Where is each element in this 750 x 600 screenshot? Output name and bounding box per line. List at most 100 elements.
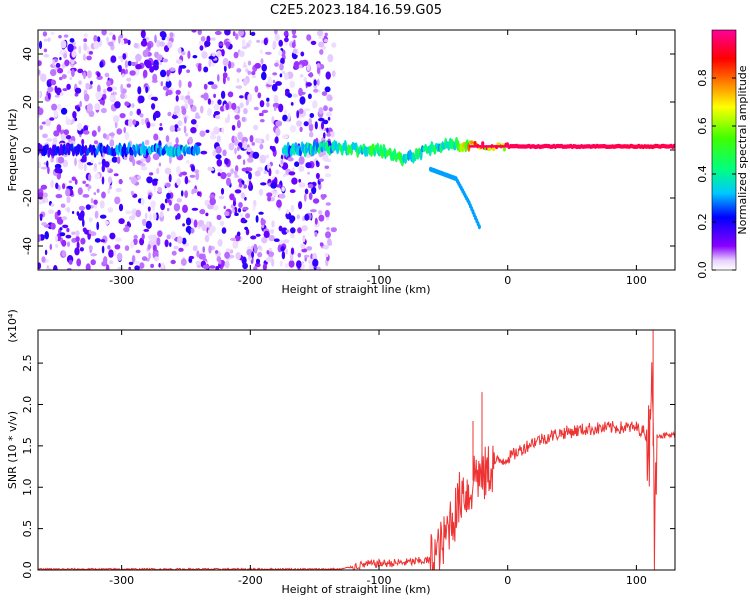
spectrogram-y-label: Frequency (Hz) xyxy=(6,109,19,192)
spectrogram-noise-cell xyxy=(107,245,111,250)
spectrogram-noise-cell xyxy=(294,161,300,167)
spectrogram-noise-cell xyxy=(283,239,290,244)
spectrogram-noise-cell xyxy=(114,244,121,250)
spectrogram-noise-cell xyxy=(217,168,223,172)
spectrogram-noise-cell xyxy=(304,213,310,221)
spectrogram-noise-cell xyxy=(234,212,239,216)
spectrogram-noise-cell xyxy=(55,182,59,189)
spectrogram-noise-cell xyxy=(201,224,207,232)
spectrogram-noise-cell xyxy=(209,265,216,269)
spectrogram-noise-cell xyxy=(131,61,137,67)
spectrogram-carrier-cell xyxy=(197,145,201,155)
spectrogram-noise-cell xyxy=(178,67,182,75)
spectrogram-noise-cell xyxy=(180,190,184,197)
spectrogram-noise-cell xyxy=(220,90,226,99)
spectrogram-noise-cell xyxy=(221,127,225,134)
spectrogram-noise-cell xyxy=(316,266,321,270)
spectrogram-noise-cell xyxy=(38,90,41,98)
spectrogram-carrier-cell xyxy=(467,142,471,152)
spectrogram-noise-cell xyxy=(150,200,157,208)
spectrogram-noise-cell xyxy=(164,198,168,204)
spectrogram-noise-cell xyxy=(140,166,148,171)
spectrogram-noise-cell xyxy=(263,230,270,238)
spectrogram-noise-cell xyxy=(169,125,175,133)
spectrogram-noise-cell xyxy=(169,155,172,164)
spectrogram-noise-cell xyxy=(274,33,280,42)
spectrogram-noise-cell xyxy=(148,252,151,260)
spectrogram-noise-cell xyxy=(85,82,90,90)
spectrogram-noise-cell xyxy=(208,59,212,68)
spectrogram-noise-cell xyxy=(305,162,312,169)
figure-title: C2E5.2023.184.16.59.G05 xyxy=(270,3,442,18)
spectrogram-noise-cell xyxy=(263,170,268,175)
spectrogram-noise-cell xyxy=(104,220,110,225)
spectrogram-noise-cell xyxy=(316,30,324,37)
spectrogram-noise-cell xyxy=(311,186,317,195)
x-tick-label: -300 xyxy=(109,574,134,587)
spectrogram-noise-cell xyxy=(186,69,191,73)
spectrogram-noise-cell xyxy=(95,91,103,100)
spectrogram-noise-cell xyxy=(245,68,249,73)
snr-x-axis: -300 -200 -100 0 100 xyxy=(109,330,647,587)
x-tick-label: 0 xyxy=(504,274,511,287)
spectrogram-noise-cell xyxy=(88,173,92,182)
spectrogram-noise-cell xyxy=(176,178,181,186)
spectrogram-noise-cell xyxy=(127,39,131,46)
colorbar-ticks: 0.0 0.2 0.4 0.6 0.8 xyxy=(696,69,736,279)
spectrogram-noise-cell xyxy=(108,41,114,47)
spectrogram-noise-cell xyxy=(281,186,285,192)
spectrogram-noise-cell xyxy=(261,109,269,114)
spectrogram-noise-cell xyxy=(38,40,43,50)
spectrogram-noise-cell xyxy=(258,211,264,215)
spectrogram-noise-cell xyxy=(321,121,324,130)
spectrogram-noise-cell xyxy=(307,183,314,189)
spectrogram-noise-cell xyxy=(265,133,270,142)
spectrogram-noise-cell xyxy=(184,116,187,124)
spectrogram-noise-cell xyxy=(114,101,121,109)
spectrogram-noise-cell xyxy=(259,112,263,117)
spectrogram-noise-cell xyxy=(41,222,47,226)
spectrogram-noise-cell xyxy=(199,45,204,51)
spectrogram-noise-cell xyxy=(82,180,87,184)
spectrogram-noise-cell xyxy=(318,210,323,215)
spectrogram-noise-cell xyxy=(49,243,52,250)
spectrogram-noise-cell xyxy=(38,69,41,75)
spectrogram-noise-cell xyxy=(313,88,319,93)
spectrogram-noise-cell xyxy=(93,203,98,209)
spectrogram-noise-cell xyxy=(180,258,187,266)
spectrogram-noise-cell xyxy=(48,92,51,100)
spectrogram-noise-cell xyxy=(258,138,262,144)
spectrogram-noise-cell xyxy=(46,267,51,270)
spectrogram-noise-cell xyxy=(57,103,62,111)
spectrogram-noise-cell xyxy=(137,86,142,95)
spectrogram-noise-cell xyxy=(243,140,248,150)
spectrogram-noise-cell xyxy=(101,164,106,173)
spectrogram-noise-cell xyxy=(88,110,95,118)
spectrogram-noise-cell xyxy=(267,196,272,202)
spectrogram-noise-cell xyxy=(271,145,276,152)
spectrogram-noise-cell xyxy=(237,146,240,152)
spectrogram-noise-cell xyxy=(218,195,225,200)
spectrogram-noise-cell xyxy=(74,157,77,167)
spectrogram-noise-cell xyxy=(196,250,200,258)
spectrogram-noise-cell xyxy=(181,171,187,176)
x-tick-label: -300 xyxy=(109,274,134,287)
spectrogram-noise-cell xyxy=(152,153,160,161)
spectrogram-noise-cell xyxy=(236,78,240,83)
spectrogram-noise-cell xyxy=(312,258,319,267)
spectrogram-noise-cell xyxy=(147,42,152,50)
spectrogram-noise-cell xyxy=(107,188,110,195)
spectrogram-noise-cell xyxy=(298,156,305,165)
spectrogram-noise-cell xyxy=(202,264,210,270)
spectrogram-noise-cell xyxy=(212,52,216,57)
spectrogram-noise-cell xyxy=(203,83,208,90)
spectrogram-noise-cell xyxy=(183,125,187,134)
spectrogram-noise-cell xyxy=(259,143,264,150)
spectrogram-noise-cell xyxy=(331,70,336,77)
spectrogram-noise-cell xyxy=(245,228,250,236)
spectrogram-noise-cell xyxy=(173,111,177,116)
spectrogram-noise-cell xyxy=(296,110,300,119)
spectrogram-noise-cell xyxy=(151,103,156,110)
spectrogram-noise-cell xyxy=(191,105,197,112)
spectrogram-noise-cell xyxy=(165,91,169,97)
